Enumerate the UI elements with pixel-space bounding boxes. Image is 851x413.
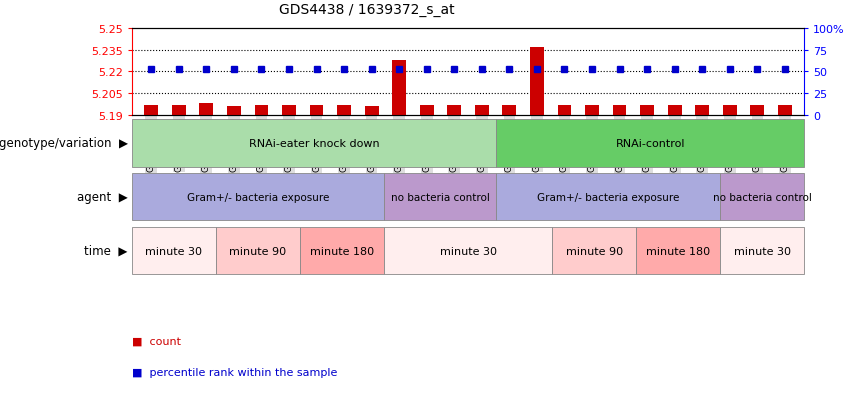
Text: Gram+/- bacteria exposure: Gram+/- bacteria exposure [537, 192, 679, 202]
Bar [496, 120, 804, 167]
Bar [695, 106, 709, 116]
Bar [448, 106, 461, 116]
Bar [530, 47, 544, 116]
Text: minute 90: minute 90 [230, 246, 287, 256]
Bar [496, 173, 720, 221]
Bar [216, 227, 300, 275]
Bar [640, 106, 654, 116]
Text: minute 30: minute 30 [146, 246, 203, 256]
Bar [132, 173, 384, 221]
Text: no bacteria control: no bacteria control [391, 192, 489, 202]
Bar [636, 227, 720, 275]
Bar [310, 106, 323, 116]
Text: RNAi-control: RNAi-control [615, 138, 685, 149]
Bar [613, 106, 626, 116]
Bar [778, 106, 791, 116]
Bar [475, 106, 488, 116]
Bar [722, 106, 737, 116]
Bar [557, 106, 571, 116]
Text: ■  percentile rank within the sample: ■ percentile rank within the sample [132, 367, 337, 377]
Bar [300, 227, 384, 275]
Bar [199, 104, 214, 116]
Bar [384, 227, 552, 275]
Bar [720, 227, 804, 275]
Bar [668, 106, 682, 116]
Text: agent  ▶: agent ▶ [77, 191, 128, 204]
Bar [502, 106, 517, 116]
Bar [282, 106, 296, 116]
Bar [145, 106, 158, 116]
Bar [227, 107, 241, 116]
Bar [720, 173, 804, 221]
Text: no bacteria control: no bacteria control [713, 192, 812, 202]
Text: RNAi-eater knock down: RNAi-eater knock down [248, 138, 380, 149]
Text: genotype/variation  ▶: genotype/variation ▶ [0, 137, 128, 150]
Bar [172, 106, 186, 116]
Bar [751, 106, 764, 116]
Bar [420, 106, 434, 116]
Text: GDS4438 / 1639372_s_at: GDS4438 / 1639372_s_at [279, 2, 455, 17]
Bar [552, 227, 636, 275]
Text: Gram+/- bacteria exposure: Gram+/- bacteria exposure [186, 192, 329, 202]
Text: time  ▶: time ▶ [84, 244, 128, 257]
Text: minute 30: minute 30 [440, 246, 496, 256]
Bar [132, 227, 216, 275]
Text: minute 180: minute 180 [310, 246, 374, 256]
Bar [365, 107, 379, 116]
Bar [254, 106, 268, 116]
Text: minute 90: minute 90 [566, 246, 623, 256]
Bar [585, 106, 599, 116]
Bar [392, 61, 406, 116]
Bar [384, 173, 496, 221]
Text: minute 180: minute 180 [646, 246, 711, 256]
Text: minute 30: minute 30 [734, 246, 791, 256]
Bar [132, 120, 496, 167]
Bar [337, 106, 351, 116]
Text: ■  count: ■ count [132, 336, 181, 346]
